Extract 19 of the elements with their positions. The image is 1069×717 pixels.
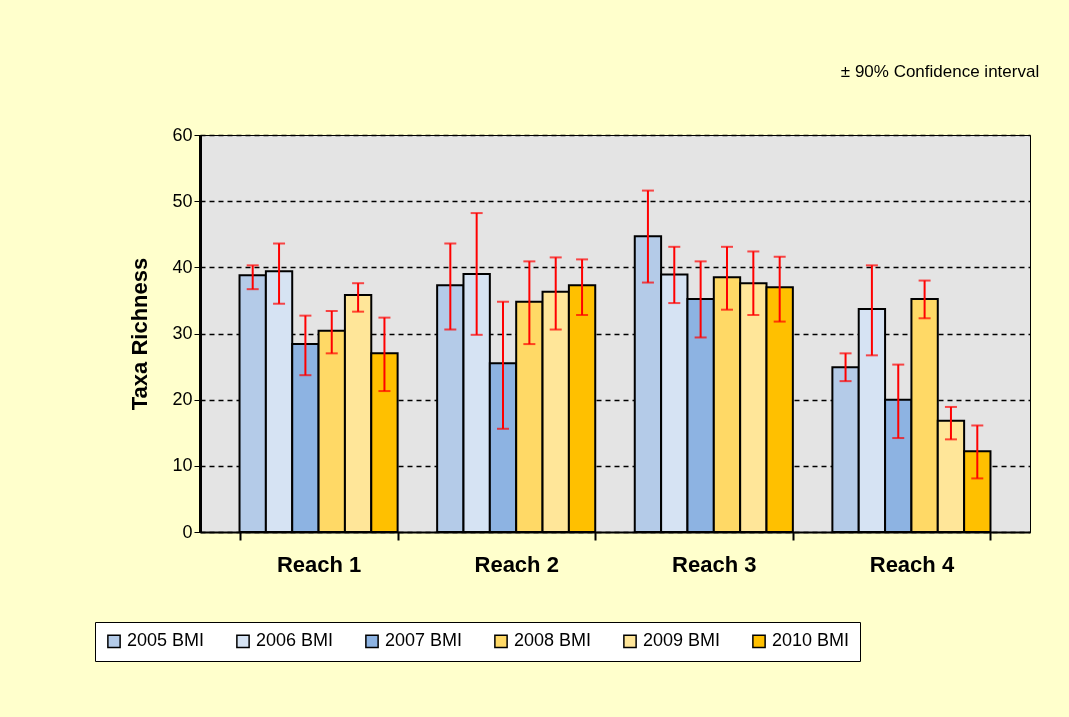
x-tick-label: Reach 1: [276, 551, 362, 577]
y-tick-label: 20: [172, 389, 193, 410]
text: ± 90% Confidence interval: [840, 62, 1040, 81]
x-tick-label: Reach 4: [869, 551, 955, 577]
legend-label: 2009 BMI: [643, 630, 721, 651]
y-tick-label: 40: [172, 256, 193, 277]
y-tick-label: 60: [172, 124, 193, 145]
legend-label: 2008 BMI: [514, 630, 592, 651]
legend-label: 2007 BMI: [385, 630, 463, 651]
legend-label: 2005 BMI: [127, 630, 205, 651]
y-tick-label: 50: [172, 190, 193, 211]
legend-label: 2006 BMI: [256, 630, 334, 651]
legend-label: 2010 BMI: [772, 630, 850, 651]
y-axis-title: Taxa Richness: [127, 257, 153, 411]
x-tick-label: Reach 3: [672, 551, 757, 577]
x-tick-label: Reach 2: [474, 551, 559, 577]
y-tick-label: 30: [172, 323, 193, 343]
y-tick-label: 0: [182, 521, 193, 542]
y-tick-label: 10: [172, 455, 193, 476]
